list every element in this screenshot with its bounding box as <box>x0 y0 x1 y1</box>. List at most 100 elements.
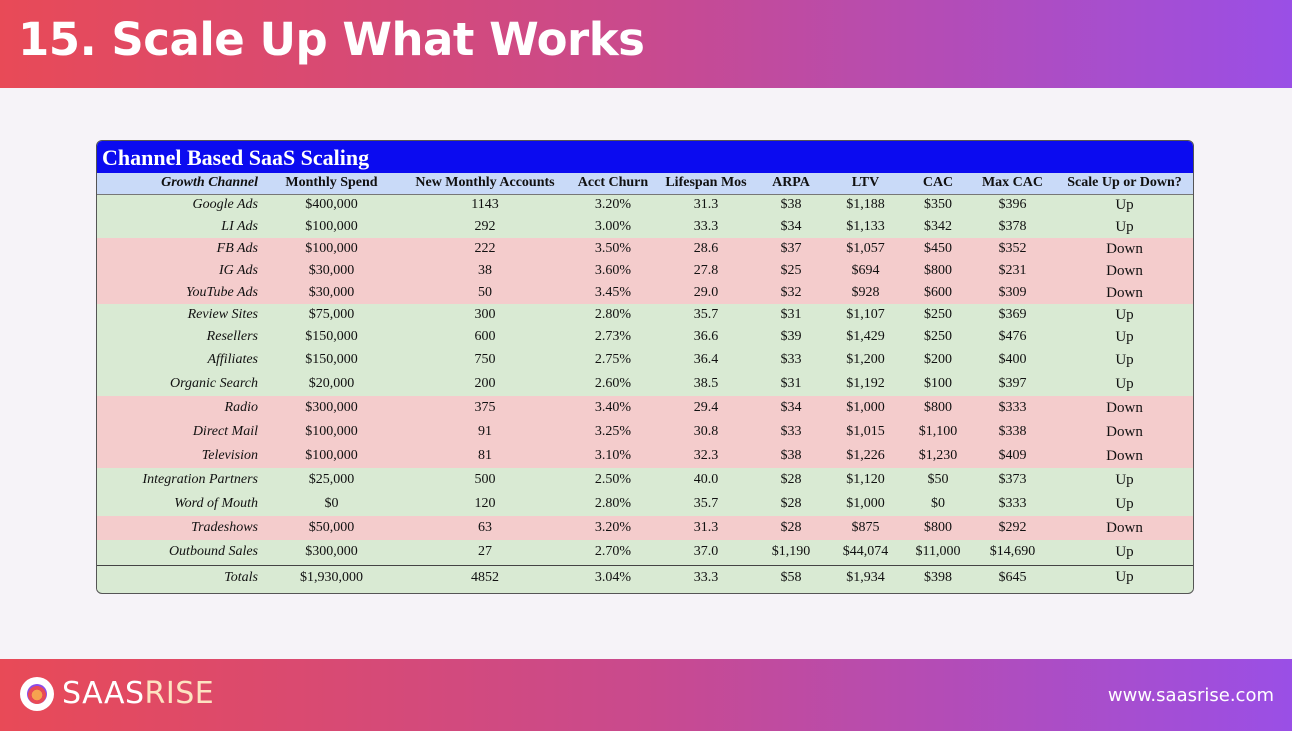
cell-ltv: $1,200 <box>846 352 885 367</box>
saasrise-logo-icon <box>20 677 54 711</box>
table-row: Google Ads $400,000 1143 3.20% 31.3 $38 $1,188… <box>97 194 1193 216</box>
logo-text-saas: SAAS <box>62 676 145 711</box>
cell-cac: $50 <box>927 472 949 487</box>
cell-monthly-spend: $30,000 <box>308 285 355 300</box>
table-row: Television $100,000 81 3.10% 32.3 $38 $1,226 $1… <box>97 444 1193 468</box>
cell-growth-channel: Television <box>201 448 258 463</box>
cell-cac: $250 <box>924 307 952 322</box>
totals-scale-direction: Up <box>1054 564 1193 590</box>
totals-lifespan: 33.3 <box>656 564 756 590</box>
table-row: Direct Mail $100,000 91 3.25% 30.8 $33 $1,015 $… <box>97 420 1193 444</box>
cell-monthly-spend: $0 <box>324 496 339 511</box>
cell-scale-direction: Down <box>1106 447 1143 464</box>
cell-scale-direction: Up <box>1115 375 1134 392</box>
cell-max-cac: $309 <box>998 285 1027 300</box>
website-url: www.saasrise.com <box>1107 685 1274 706</box>
cell-arpa: $33 <box>780 424 802 439</box>
table-row: Outbound Sales $300,000 27 2.70% 37.0 $1,190 $… <box>97 540 1193 565</box>
cell-monthly-spend: $100,000 <box>305 448 358 463</box>
cell-growth-channel: IG Ads <box>218 263 258 278</box>
cell-monthly-spend: $300,000 <box>305 544 358 560</box>
cell-ltv: $1,000 <box>846 400 885 415</box>
cell-lifespan: 29.0 <box>693 285 719 300</box>
table-row: Organic Search $20,000 200 2.60% 38.5 $31 $1,1… <box>97 372 1193 396</box>
cell-lifespan: 31.3 <box>693 520 719 535</box>
cell-lifespan: 35.7 <box>693 496 719 511</box>
cell-scale-direction: Down <box>1106 399 1143 416</box>
cell-acct-churn: 3.40% <box>594 400 632 415</box>
cell-acct-churn: 3.10% <box>594 448 632 463</box>
totals-row: Totals $1,930,000 4852 3.04% 33.3 $58 $1… <box>97 564 1193 590</box>
table-row: FB Ads $100,000 222 3.50% 28.6 $37 $1,057 $450 $… <box>97 238 1193 260</box>
footer-banner: SAASRISE www.saasrise.com <box>0 659 1292 731</box>
cell-acct-churn: 3.20% <box>594 197 632 213</box>
cell-lifespan: 36.4 <box>693 352 719 367</box>
cell-max-cac: $397 <box>998 376 1027 391</box>
cell-max-cac: $14,690 <box>989 544 1036 560</box>
cell-lifespan: 40.0 <box>693 472 719 487</box>
cell-cac: $200 <box>924 352 952 367</box>
cell-scale-direction: Up <box>1115 196 1134 213</box>
cell-cac: $250 <box>924 329 952 344</box>
cell-lifespan: 35.7 <box>693 307 719 322</box>
cell-acct-churn: 3.25% <box>594 424 632 439</box>
cell-lifespan: 38.5 <box>693 376 719 391</box>
cell-scale-direction: Down <box>1106 240 1143 257</box>
cell-max-cac: $231 <box>998 263 1027 278</box>
cell-cac: $800 <box>924 400 952 415</box>
cell-monthly-spend: $150,000 <box>305 352 358 367</box>
cell-growth-channel: Integration Partners <box>142 472 259 487</box>
table-row: LI Ads $100,000 292 3.00% 33.3 $34 $1,133 $342 $… <box>97 216 1193 238</box>
cell-new-accounts: 222 <box>474 241 496 256</box>
cell-max-cac: $292 <box>998 520 1027 535</box>
cell-new-accounts: 27 <box>478 544 492 560</box>
cell-max-cac: $333 <box>998 496 1027 511</box>
cell-max-cac: $400 <box>998 352 1027 367</box>
cell-max-cac: $333 <box>998 400 1027 415</box>
col-header-ltv: LTV <box>826 173 905 195</box>
cell-ltv: $1,429 <box>846 329 885 344</box>
cell-cac: $1,100 <box>918 424 958 439</box>
col-header-monthly-spend: Monthly Spend <box>263 173 400 195</box>
cell-ltv: $1,015 <box>846 424 885 439</box>
cell-acct-churn: 2.70% <box>594 544 632 560</box>
cell-arpa: $31 <box>780 307 802 322</box>
cell-ltv: $1,000 <box>846 496 885 511</box>
cell-arpa: $37 <box>780 241 802 256</box>
cell-acct-churn: 2.80% <box>594 307 632 322</box>
page-title: 15. Scale Up What Works <box>18 13 645 66</box>
col-header-acct-churn: Acct Churn <box>570 173 656 195</box>
cell-arpa: $38 <box>780 197 802 213</box>
cell-monthly-spend: $100,000 <box>305 424 358 439</box>
cell-lifespan: 33.3 <box>693 219 719 234</box>
cell-monthly-spend: $50,000 <box>308 520 355 535</box>
totals-new-accounts: 4852 <box>400 564 570 590</box>
cell-monthly-spend: $100,000 <box>305 219 358 234</box>
col-header-max-cac: Max CAC <box>971 173 1054 195</box>
cell-new-accounts: 38 <box>478 263 492 278</box>
cell-ltv: $44,074 <box>842 544 889 560</box>
cell-scale-direction: Up <box>1115 543 1134 560</box>
cell-growth-channel: Resellers <box>206 329 258 344</box>
cell-new-accounts: 200 <box>474 376 496 391</box>
channel-scaling-table: Channel Based SaaS Scaling Growth Channe… <box>96 140 1194 594</box>
cell-arpa: $33 <box>780 352 802 367</box>
cell-acct-churn: 3.45% <box>594 285 632 300</box>
cell-monthly-spend: $300,000 <box>305 400 358 415</box>
cell-ltv: $1,057 <box>846 241 885 256</box>
cell-ltv: $875 <box>851 520 880 535</box>
cell-ltv: $1,107 <box>846 307 885 322</box>
totals-arpa: $58 <box>756 564 826 590</box>
cell-new-accounts: 292 <box>474 219 496 234</box>
cell-new-accounts: 63 <box>478 520 492 535</box>
cell-arpa: $28 <box>780 472 802 487</box>
table-row: YouTube Ads $30,000 50 3.45% 29.0 $32 $928 $600… <box>97 282 1193 304</box>
totals-label: Totals <box>97 564 263 590</box>
cell-monthly-spend: $400,000 <box>305 197 358 213</box>
cell-monthly-spend: $75,000 <box>308 307 355 322</box>
cell-arpa: $1,190 <box>771 544 811 560</box>
cell-growth-channel: LI Ads <box>221 219 258 234</box>
saasrise-logo: SAASRISE <box>62 675 214 713</box>
cell-lifespan: 30.8 <box>693 424 719 439</box>
cell-acct-churn: 2.50% <box>594 472 632 487</box>
